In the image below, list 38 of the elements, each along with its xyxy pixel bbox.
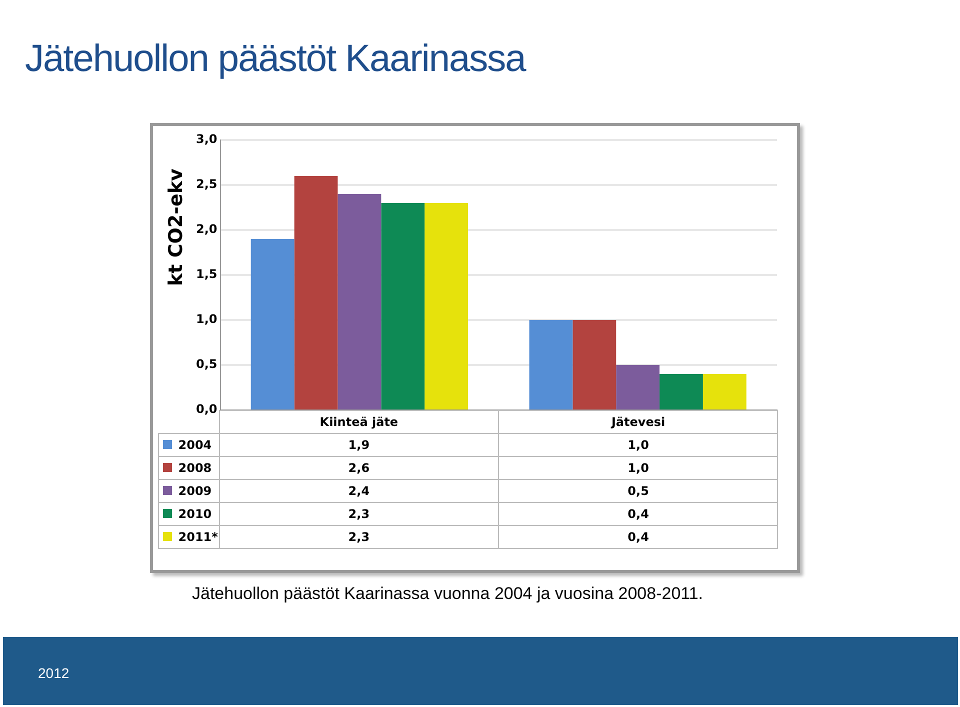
data-label: 1,0 (498, 434, 778, 456)
bar (250, 239, 294, 410)
text: Jätehuollon päästöt Kaarinassa vuonna 2004 ja vuosina 2008-2011. (192, 583, 704, 604)
chart-title: Jätehuollon päästöt Kaarinassa (25, 38, 526, 81)
y-axis-title: kt CO2-ekv (165, 168, 187, 286)
y-tick-label: 0,5 (196, 357, 218, 372)
x-tick-label: Jätevesi (498, 410, 778, 434)
data-label: 2,3 (219, 502, 499, 526)
bar (660, 374, 703, 410)
y-tick-label: 2,5 (196, 177, 218, 192)
bar (424, 203, 468, 410)
data-label: 1,0 (498, 456, 778, 480)
y-tick-label: 0,0 (196, 402, 218, 416)
legend-label: 2008 (158, 456, 220, 480)
legend-label: 2011* (158, 526, 220, 548)
data-label: 1,9 (219, 434, 499, 456)
bar (572, 320, 616, 410)
y-tick-label: 2,0 (196, 222, 218, 236)
data-label: 2,4 (219, 480, 499, 502)
x-tick-label: Kiinteä jäte (219, 410, 499, 434)
bar (381, 203, 425, 410)
data-label: 0,5 (498, 480, 778, 502)
text: 2012 (38, 665, 70, 681)
data-label: 2,3 (219, 526, 499, 548)
data-label: 0,4 (498, 526, 778, 548)
bar (702, 374, 746, 410)
legend-label: 2004 (158, 434, 220, 456)
y-tick-label: 1,0 (196, 312, 218, 326)
bar (338, 194, 382, 410)
data-label: 0,4 (498, 502, 778, 526)
legend-label: 2009 (158, 480, 220, 502)
legend-label: 2010 (158, 502, 220, 526)
bar (294, 176, 338, 410)
y-tick-label: 3,0 (196, 132, 218, 146)
bar (529, 320, 573, 410)
y-tick-label: 1,5 (196, 267, 218, 282)
bar (616, 365, 660, 410)
data-label: 2,6 (219, 456, 499, 480)
